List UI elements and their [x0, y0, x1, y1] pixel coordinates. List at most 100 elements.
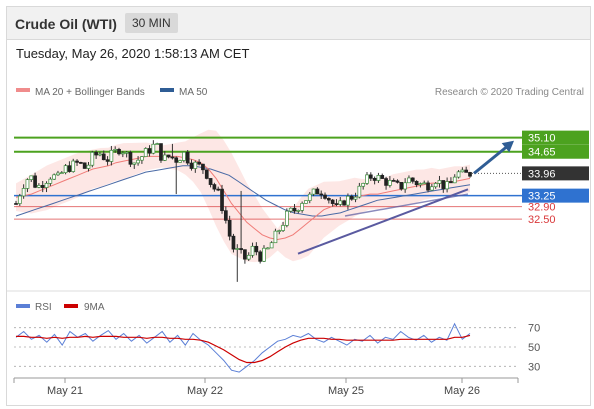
candle-body [101, 153, 106, 161]
candle-body [204, 169, 209, 179]
candle-body [243, 249, 247, 260]
rsi-line [15, 322, 471, 373]
candle-body [281, 225, 285, 231]
candle-body [56, 172, 60, 176]
candle-body [124, 151, 129, 154]
legend-label-rsi: RSI [35, 302, 52, 313]
rsi-tick-label: 50 [528, 342, 540, 354]
candle-body [174, 157, 179, 163]
candle-body [426, 182, 430, 191]
candle-body [208, 178, 213, 185]
candle-body [67, 165, 72, 172]
candle-body [262, 247, 266, 262]
level-tag-resistance [522, 144, 589, 159]
candle-body [403, 182, 407, 190]
candle-body [128, 151, 133, 165]
candle-body [105, 159, 110, 162]
candle-body [418, 183, 423, 186]
candle-body [399, 181, 404, 190]
timestamp: Tuesday, May 26, 2020 1:58:13 AM CET [16, 46, 250, 61]
candle-body [395, 180, 400, 183]
candle-body [29, 175, 34, 180]
candle-body [265, 247, 270, 250]
candle-body [52, 174, 57, 180]
candle-body [452, 176, 457, 184]
candle-body [166, 154, 171, 158]
legend-label-ma50: MA 50 [179, 87, 208, 98]
level-label-resistance: 35.10 [528, 133, 556, 145]
candle-body [273, 230, 278, 244]
candle-body [231, 235, 236, 250]
candle-body [342, 200, 346, 206]
candle-body [40, 185, 45, 188]
candle-body [334, 203, 339, 205]
level-label-resistance: 34.65 [528, 147, 556, 159]
candle-body [380, 175, 385, 179]
candle-body [82, 162, 87, 169]
x-tick-label: May 26 [444, 385, 480, 397]
candle-body [307, 193, 312, 201]
level-label-pivot: 33.25 [528, 191, 556, 203]
level-tag-resistance [522, 130, 589, 145]
candle-body [235, 248, 240, 250]
legend-label-ma20: MA 20 + Bollinger Bands [35, 87, 145, 98]
candle-body [178, 160, 182, 163]
candle-body [223, 210, 228, 221]
candle-body [109, 149, 114, 162]
candle-body [17, 195, 22, 204]
candle-body [445, 181, 449, 190]
candle-body [368, 174, 373, 179]
candle-body [193, 161, 198, 169]
candle-body [212, 184, 217, 190]
rsi-plot-area: 70 50 30 [14, 322, 540, 373]
level-label-support: 32.90 [528, 202, 556, 214]
candle-body [79, 162, 83, 164]
candle-body [159, 143, 163, 161]
candle-body [391, 180, 396, 182]
candle-body [315, 188, 320, 195]
level-label-support: 32.50 [528, 214, 556, 226]
ma50-line [15, 165, 471, 217]
candle-body [292, 207, 297, 212]
candle-body [162, 154, 167, 161]
x-tick-label: May 25 [328, 385, 364, 397]
candle-body [143, 148, 148, 157]
candle-body [185, 151, 190, 164]
candle-body [365, 174, 369, 184]
candle-body [227, 220, 232, 237]
candle-body [410, 177, 415, 182]
level-tag-last [522, 166, 589, 181]
forecast-arrow-shaft [473, 144, 509, 175]
candle-body [433, 183, 438, 188]
candle-body [147, 148, 152, 154]
timeframe-badge[interactable]: 30 MIN [125, 13, 178, 33]
candle-body [460, 169, 465, 173]
candle-body [250, 245, 255, 256]
rsi-tick-label: 70 [528, 323, 540, 335]
legend-label-9ma: 9MA [84, 302, 105, 313]
legend-swatch-ma50 [160, 88, 174, 92]
candle-body [98, 153, 102, 156]
candle-body [189, 162, 194, 169]
candle-body [349, 195, 354, 200]
candle-body [346, 195, 350, 206]
candle-body [132, 162, 137, 165]
candle-body [269, 242, 274, 249]
candle-body [37, 185, 41, 188]
candle-body [254, 245, 259, 253]
candle-body [63, 165, 68, 174]
candle-body [384, 178, 388, 186]
candle-body [304, 200, 308, 204]
x-tick-label: May 21 [47, 385, 83, 397]
candle-body [319, 193, 324, 196]
legend-swatch-ma20 [16, 88, 30, 92]
candle-body [113, 148, 118, 151]
candle-body [14, 203, 18, 205]
candle-body [300, 203, 304, 211]
candle-body [330, 199, 335, 204]
candle-body [353, 196, 358, 200]
rsi-tick-label: 30 [528, 361, 540, 373]
candle-body [86, 164, 91, 169]
